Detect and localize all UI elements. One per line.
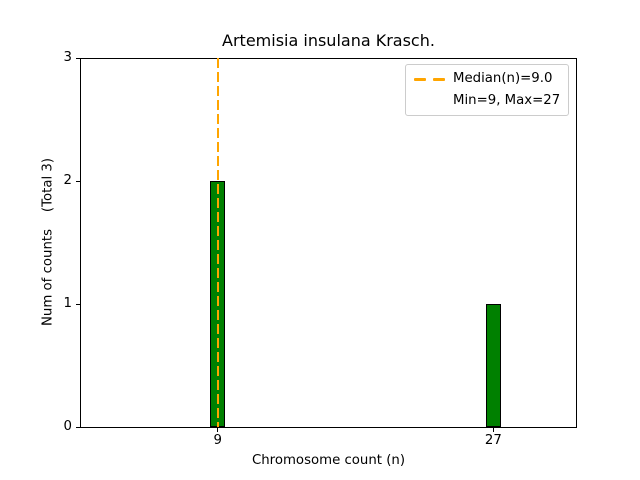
legend-entry-median: Median(n)=9.0: [414, 70, 560, 88]
legend: Median(n)=9.0 Min=9, Max=27: [405, 64, 570, 116]
y-tick-mark: [76, 426, 80, 428]
chart-title: Artemisia insulana Krasch.: [222, 31, 435, 50]
median-dashed-line-swatch: [414, 77, 445, 81]
legend-entry-minmax: Min=9, Max=27: [414, 92, 560, 110]
dash-icon: [414, 77, 426, 81]
x-tick-label: 27: [484, 433, 502, 448]
x-tick-mark: [217, 428, 219, 432]
median-line: [216, 58, 219, 427]
y-tick-label: 3: [63, 50, 72, 65]
y-tick-label: 2: [63, 173, 72, 188]
y-tick-label: 1: [63, 296, 72, 311]
y-tick-mark: [76, 303, 80, 305]
dash-icon: [433, 77, 445, 81]
y-tick-mark: [76, 180, 80, 182]
y-tick-label: 0: [63, 419, 72, 434]
y-tick-mark: [76, 57, 80, 59]
x-axis-label: Chromosome count (n): [251, 453, 406, 468]
x-tick-mark: [492, 428, 494, 432]
bar-27: [485, 304, 501, 427]
legend-minmax-label: Min=9, Max=27: [453, 93, 561, 108]
legend-median-label: Median(n)=9.0: [453, 71, 553, 86]
x-tick-label: 9: [213, 433, 222, 448]
